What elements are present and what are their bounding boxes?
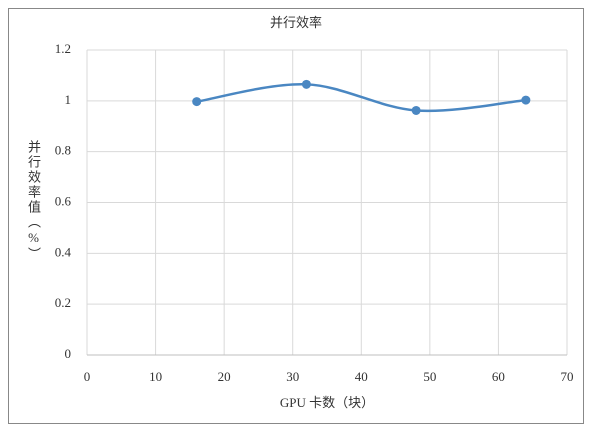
y-tick-label: 1 [65,92,72,107]
chart-title: 并行效率 [270,15,322,30]
x-tick-label: 70 [561,369,574,384]
y-tick-label: 0.6 [55,193,72,208]
data-point [301,79,311,89]
y-tick-label: 0 [65,346,72,361]
x-tick-label: 0 [84,369,91,384]
x-tick-label: 60 [492,369,505,384]
data-point [521,95,531,105]
y-tick-label: 1.2 [55,41,71,56]
y-tick-label: 0.4 [55,244,72,259]
x-tick-label: 20 [218,369,231,384]
data-point [411,105,421,115]
y-axis-title: 并行效率值（%） [26,140,41,262]
x-tick-label: 30 [286,369,299,384]
data-point [192,97,202,107]
chart-border [8,8,584,424]
y-tick-label: 0.8 [55,143,71,158]
x-axis-title: GPU 卡数（块） [280,395,374,410]
y-tick-label: 0.2 [55,295,71,310]
x-tick-label: 10 [149,369,162,384]
x-tick-label: 40 [355,369,368,384]
series-line [196,83,526,113]
x-tick-label: 50 [423,369,436,384]
